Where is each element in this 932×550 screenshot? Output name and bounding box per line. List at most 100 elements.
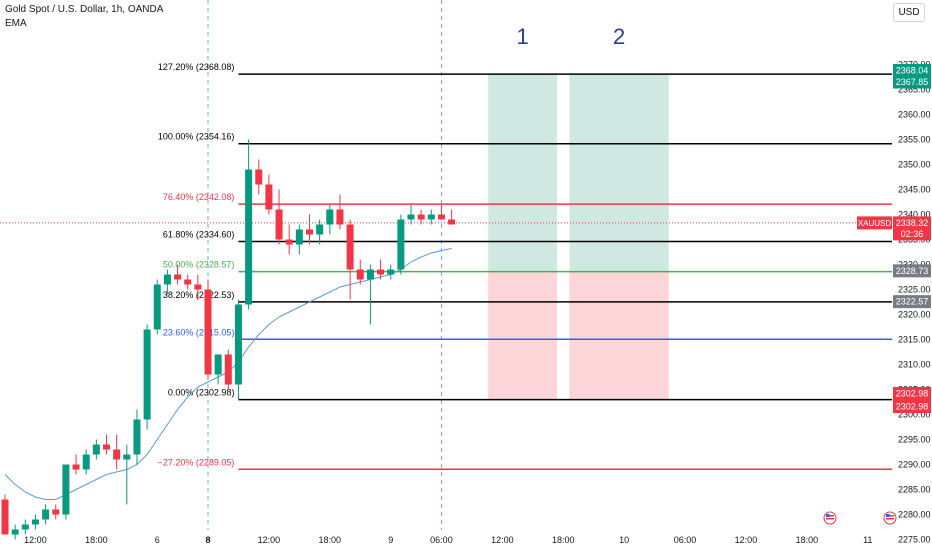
candle bbox=[265, 174, 273, 215]
candle bbox=[306, 214, 313, 245]
candle-body bbox=[163, 274, 171, 285]
flag-stripe bbox=[826, 518, 834, 520]
candle bbox=[346, 219, 354, 300]
candle bbox=[377, 259, 385, 280]
candle bbox=[92, 439, 100, 460]
candle bbox=[336, 194, 344, 230]
candle bbox=[11, 524, 19, 540]
candle-body bbox=[184, 279, 192, 285]
price-axis-tag: 2322.57 bbox=[893, 295, 931, 309]
time-tick-label: 18:00 bbox=[796, 535, 819, 545]
candle bbox=[42, 504, 50, 525]
candle bbox=[72, 454, 80, 475]
position-1-label: 1 bbox=[517, 24, 529, 49]
time-tick-label: 18:00 bbox=[552, 535, 575, 545]
time-tick-label: 12:00 bbox=[491, 535, 514, 545]
price-tick-label: 2355.00 bbox=[898, 135, 931, 145]
candle-body bbox=[316, 224, 324, 235]
candle bbox=[397, 214, 405, 275]
price-tick-label: 2365.00 bbox=[898, 85, 931, 95]
candle bbox=[52, 504, 60, 520]
candle-body bbox=[387, 269, 395, 275]
time-tick-label: 9 bbox=[388, 535, 393, 545]
candle-body bbox=[42, 509, 50, 520]
candle bbox=[427, 209, 435, 225]
candle-body bbox=[407, 214, 415, 220]
candle bbox=[316, 219, 324, 245]
candle bbox=[295, 224, 303, 255]
candle bbox=[326, 204, 334, 235]
price-axis-tag: 2368.04 bbox=[893, 64, 931, 77]
time-tick-label: 12:00 bbox=[258, 535, 281, 545]
fib-level-label: 61.80% (2334.60) bbox=[163, 230, 235, 240]
candle-body bbox=[21, 524, 29, 530]
time-axis[interactable]: 12:00 18:00 6 8 12:00 18:00 9 06:00 12:00 18:00 10… bbox=[24, 511, 897, 545]
candle bbox=[285, 224, 293, 255]
tag-bg bbox=[893, 400, 931, 413]
time-tick-label: 6 bbox=[155, 535, 160, 545]
price-axis-tag: 2367.85 bbox=[893, 75, 931, 89]
candle bbox=[21, 519, 29, 535]
symbol-title: Gold Spot / U.S. Dollar, 1h, OANDA bbox=[5, 4, 164, 15]
tag-text: 2302.98 bbox=[896, 389, 929, 399]
flag-canton bbox=[886, 514, 890, 517]
candle bbox=[103, 434, 110, 455]
candle bbox=[204, 279, 212, 380]
position-2-profit-zone bbox=[569, 74, 669, 272]
fib-level-label: 0.00% (2302.98) bbox=[168, 388, 235, 398]
candle bbox=[174, 264, 182, 285]
price-tick-label: 2295.00 bbox=[898, 435, 931, 445]
fib-level-label: 23.60% (2315.05) bbox=[163, 327, 235, 337]
tag-bg bbox=[893, 64, 931, 77]
candle bbox=[387, 264, 395, 280]
candle-body bbox=[427, 214, 435, 220]
candle bbox=[143, 324, 151, 430]
candle-body bbox=[255, 169, 263, 185]
price-axis-tag: 2302.98 bbox=[893, 400, 931, 413]
fibonacci-retracement[interactable]: 127.20% (2368.08) 100.00% (2354.16) 76.40%… bbox=[0, 62, 892, 470]
candle-body bbox=[113, 449, 121, 460]
candle-body bbox=[62, 464, 70, 515]
candle-body bbox=[377, 269, 385, 275]
candle-body bbox=[265, 184, 273, 210]
candle bbox=[153, 279, 161, 335]
price-tick-label: 2340.00 bbox=[898, 210, 931, 220]
position-1-loss-zone bbox=[488, 271, 558, 400]
tag-bg bbox=[893, 295, 931, 309]
time-tick-label: 11 bbox=[863, 535, 872, 545]
candle bbox=[224, 349, 232, 390]
price-tick-label: 2310.00 bbox=[898, 360, 931, 370]
candle-body bbox=[123, 454, 131, 460]
tag-bg bbox=[893, 387, 931, 400]
candle bbox=[62, 464, 70, 520]
candle-body bbox=[92, 444, 100, 455]
candle bbox=[437, 204, 445, 220]
flag-canton bbox=[826, 514, 830, 517]
candle-body bbox=[214, 354, 222, 375]
symbol-tag-text: XAUUSD bbox=[858, 219, 892, 228]
session-breaks bbox=[207, 0, 442, 530]
candle-body bbox=[326, 209, 334, 225]
candle-body bbox=[417, 214, 425, 220]
candle-body bbox=[103, 444, 110, 450]
candle-body bbox=[133, 419, 141, 455]
candle-body bbox=[31, 519, 39, 525]
fib-level-label: −27.20% (2289.05) bbox=[158, 457, 235, 467]
candle bbox=[255, 159, 263, 195]
candle-body bbox=[194, 284, 202, 290]
candle bbox=[31, 514, 39, 530]
currency-button[interactable]: USD bbox=[893, 3, 925, 22]
us-flag-icon bbox=[883, 511, 897, 525]
tag-text: 2302.98 bbox=[896, 402, 929, 412]
price-tick-label: 2325.00 bbox=[898, 285, 931, 295]
candle-body bbox=[82, 454, 90, 470]
tag-bg bbox=[893, 75, 931, 89]
candle-body bbox=[234, 304, 242, 385]
candle bbox=[163, 269, 171, 295]
candle bbox=[234, 299, 242, 400]
time-tick-label: 12:00 bbox=[735, 535, 758, 545]
time-tick-label: 8 bbox=[205, 535, 210, 545]
candle bbox=[275, 189, 283, 245]
